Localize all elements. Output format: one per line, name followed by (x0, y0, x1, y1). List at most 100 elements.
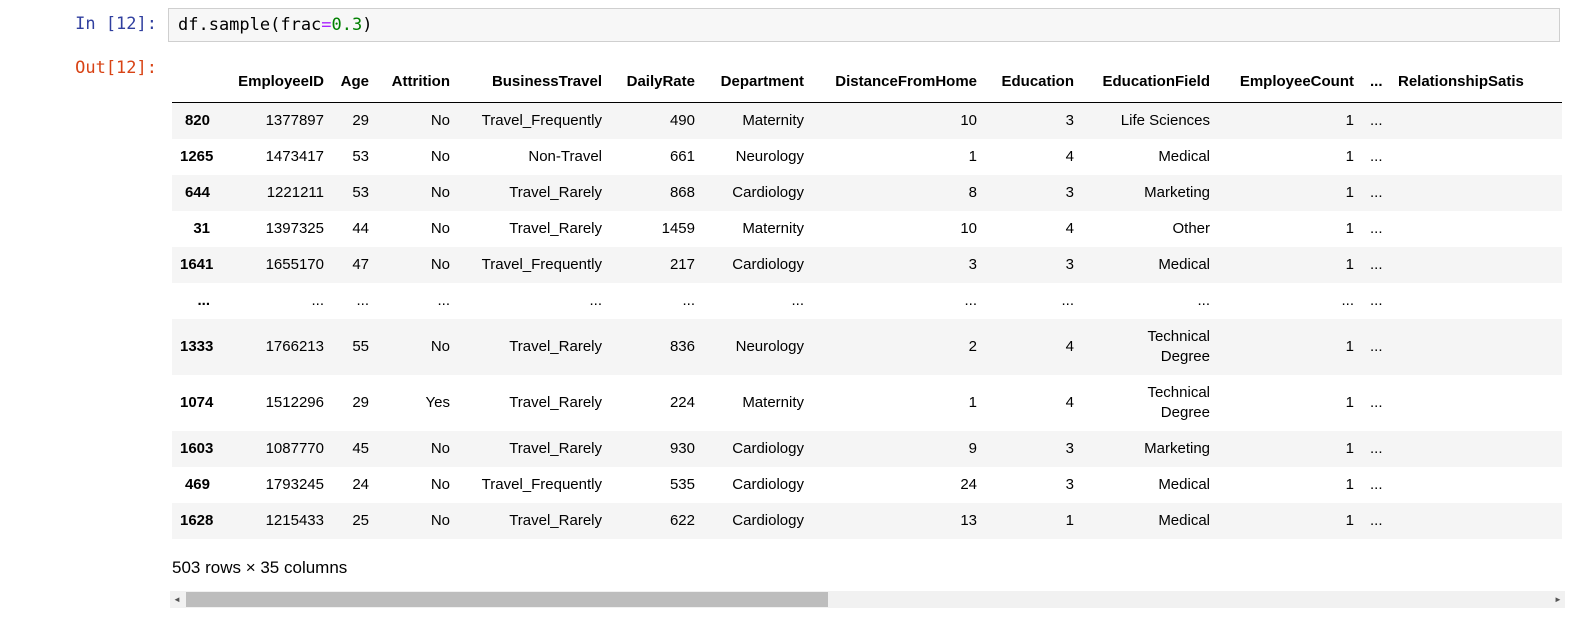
cell: ... (1370, 292, 1383, 309)
cell: 661 (669, 148, 695, 165)
cell: Cardiology (732, 512, 804, 529)
cell: Travel_Rarely (509, 338, 602, 355)
cell: ... (1370, 476, 1383, 493)
cell: 1766213 (265, 338, 324, 355)
cell: 1459 (661, 220, 695, 237)
cell: 1 (1345, 476, 1354, 493)
cell: ... (1370, 512, 1383, 529)
row-index: 1628 (180, 512, 214, 529)
cell (1390, 503, 1562, 539)
cell (1390, 319, 1562, 375)
output-prompt: Out[12]: (75, 58, 157, 78)
table-row: 469 1793245 24 No Travel_Frequently 535 Cardio… (172, 467, 1562, 503)
code-number: 0.3 (331, 15, 363, 35)
row-index: 31 (193, 220, 210, 237)
dataframe-summary: 503 rows × 35 columns (172, 558, 348, 577)
cell: 13 (960, 512, 977, 529)
cell: Medical (1158, 476, 1210, 493)
cell: 53 (352, 184, 369, 201)
code-operator: = (321, 15, 332, 35)
cell: 1 (968, 148, 977, 165)
cell: No (430, 220, 450, 237)
cell: Travel_Frequently (481, 112, 602, 129)
cell: Cardiology (732, 256, 804, 273)
column-header: Age (332, 56, 377, 103)
cell: ... (437, 292, 450, 309)
cell: ... (1370, 256, 1383, 273)
cell: 4 (1065, 148, 1074, 165)
header-row: EmployeeID Age Attrition BusinessTravel Dail… (172, 56, 1562, 103)
cell: 1087770 (265, 440, 324, 457)
code-input[interactable]: df.sample(frac=0.3) (168, 8, 1560, 42)
scroll-thumb[interactable] (186, 592, 828, 607)
cell: 1473417 (265, 148, 324, 165)
column-header: Department (703, 56, 812, 103)
cell: Marketing (1144, 440, 1210, 457)
cell: 1 (1345, 148, 1354, 165)
cell: ... (1061, 292, 1074, 309)
table-row: 1628 1215433 25 No Travel_Rarely 622 Cardiolog… (172, 503, 1562, 539)
cell: Travel_Frequently (481, 476, 602, 493)
horizontal-scrollbar[interactable]: ◄ ► (170, 591, 1565, 608)
scroll-right-arrow-icon[interactable]: ► (1554, 595, 1562, 604)
table-row: 31 1397325 44 No Travel_Rarely 1459 Maternity 1… (172, 211, 1562, 247)
column-header: ... (1362, 56, 1390, 103)
cell: No (430, 148, 450, 165)
cell: 1 (1345, 512, 1354, 529)
cell: 1 (1345, 338, 1354, 355)
cell: No (430, 112, 450, 129)
row-index: 469 (184, 476, 210, 493)
cell: 47 (352, 256, 369, 273)
code-text: df.sample(frac (178, 15, 322, 35)
cell: 217 (669, 256, 695, 273)
cell: 535 (669, 476, 695, 493)
cell: 29 (352, 112, 369, 129)
cell: 1 (1065, 512, 1074, 529)
column-header: Attrition (377, 56, 458, 103)
cell: 3 (1065, 440, 1074, 457)
cell: 3 (1065, 112, 1074, 129)
cell: 10 (960, 220, 977, 237)
cell: 45 (352, 440, 369, 457)
cell: Medical (1158, 256, 1210, 273)
table-row: 1641 1655170 47 No Travel_Frequently 217 Cardi… (172, 247, 1562, 283)
cell: Other (1172, 220, 1210, 237)
row-index: 644 (184, 184, 210, 201)
cell: Travel_Frequently (481, 256, 602, 273)
cell: Yes (425, 394, 450, 411)
cell: 1 (968, 394, 977, 411)
column-header: EducationField (1082, 56, 1218, 103)
table-row: 1603 1087770 45 No Travel_Rarely 930 Cardiolog… (172, 431, 1562, 467)
table-row: 1074 1512296 29 Yes Travel_Rarely 224 Maternit… (172, 375, 1562, 431)
output-area: EmployeeID Age Attrition BusinessTravel Dail… (168, 56, 1583, 608)
cell: 1793245 (265, 476, 324, 493)
cell: 1512296 (265, 394, 324, 411)
input-prompt: In [12]: (75, 14, 157, 34)
cell: Medical (1158, 148, 1210, 165)
cell: Neurology (735, 148, 804, 165)
row-index: ... (197, 292, 210, 309)
cell: No (430, 512, 450, 529)
cell: ... (1197, 292, 1210, 309)
cell: ... (1370, 394, 1383, 411)
table-row: 644 1221211 53 No Travel_Rarely 868 Cardiology… (172, 175, 1562, 211)
cell: 3 (1065, 184, 1074, 201)
cell (1390, 467, 1562, 503)
cell: Cardiology (732, 440, 804, 457)
cell: No (430, 184, 450, 201)
cell: 1 (1345, 440, 1354, 457)
cell: 10 (960, 112, 977, 129)
column-header: DistanceFromHome (812, 56, 985, 103)
row-index: 1074 (180, 394, 214, 411)
cell: 1 (1345, 112, 1354, 129)
cell: 4 (1065, 220, 1074, 237)
cell: ... (1370, 184, 1383, 201)
cell: Non-Travel (528, 148, 602, 165)
cell: 930 (669, 440, 695, 457)
row-index: 1333 (180, 338, 214, 355)
cell: 44 (352, 220, 369, 237)
table-row: 1265 1473417 53 No Non-Travel 661 Neurology 1 4 M… (172, 139, 1562, 175)
cell: 1 (1345, 394, 1354, 411)
scroll-left-arrow-icon[interactable]: ◄ (173, 595, 181, 604)
index-header (172, 56, 218, 103)
